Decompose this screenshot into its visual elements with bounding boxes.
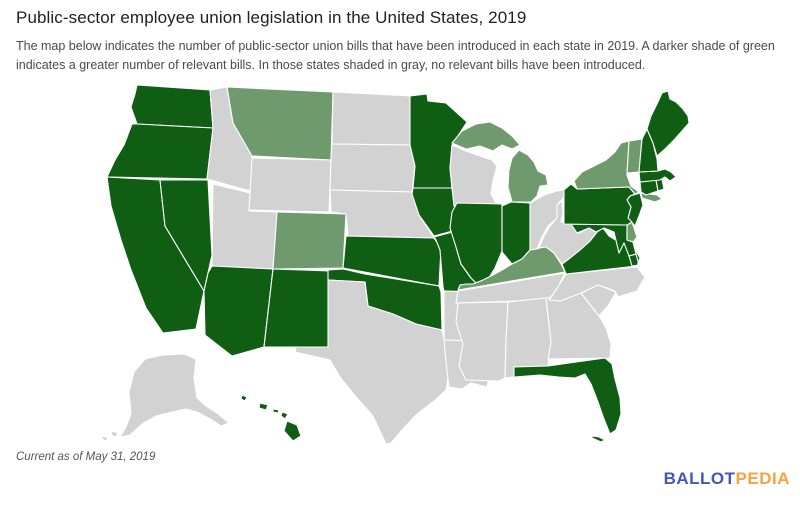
state-oregon[interactable]: Oregon	[106, 123, 214, 180]
logo-text-secondary: PEDIA	[735, 469, 790, 488]
state-south-dakota[interactable]: South Dakota	[329, 143, 416, 193]
state-michigan[interactable]: Michigan	[451, 121, 549, 203]
state-vermont[interactable]: Vermont	[626, 138, 643, 174]
state-north-carolina[interactable]: North Carolina	[548, 266, 646, 302]
state-arizona[interactable]: Arizona	[203, 265, 274, 357]
state-alaska[interactable]: Alaska	[101, 353, 230, 442]
state-colorado[interactable]: Colorado	[272, 211, 347, 270]
state-west-virginia[interactable]: West Virginia	[538, 200, 598, 265]
state-montana[interactable]: Montana	[226, 86, 334, 161]
header: Public-sector employee union legislation…	[16, 8, 788, 76]
map-description: The map below indicates the number of pu…	[16, 39, 775, 73]
state-wyoming[interactable]: Wyoming	[248, 157, 332, 213]
state-texas[interactable]: Texas	[294, 279, 450, 445]
state-north-dakota[interactable]: North Dakota	[331, 91, 413, 146]
state-pennsylvania[interactable]: Pennsylvania	[563, 183, 636, 226]
state-hawaii[interactable]: Hawaii	[240, 394, 302, 442]
state-mississippi[interactable]: Mississippi	[455, 301, 509, 382]
state-florida[interactable]: Florida	[513, 357, 622, 443]
state-new-mexico[interactable]: New Mexico	[263, 268, 331, 348]
state-kansas[interactable]: Kansas	[342, 235, 442, 287]
state-washington[interactable]: Washington	[130, 84, 214, 129]
state-maine[interactable]: Maine	[646, 90, 690, 157]
state-wisconsin[interactable]: Wisconsin	[449, 144, 498, 207]
logo-text-primary: BALLOT	[663, 469, 736, 488]
ballotpedia-logo: BALLOTPEDIA	[664, 469, 790, 489]
current-as-of-note: Current as of May 31, 2019	[16, 451, 156, 463]
state-massachusetts[interactable]: Massachusetts	[638, 168, 677, 183]
page-title: Public-sector employee union legislation…	[16, 8, 527, 27]
